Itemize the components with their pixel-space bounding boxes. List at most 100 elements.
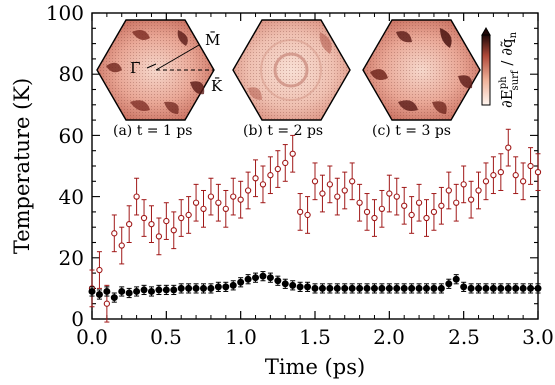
colorbar-scale xyxy=(481,34,491,106)
data-point xyxy=(512,284,520,292)
y-tick-label: 60 xyxy=(59,124,84,148)
data-point xyxy=(504,284,512,292)
data-point xyxy=(125,289,133,297)
data-point xyxy=(244,275,252,283)
data-point xyxy=(148,220,155,228)
data-point xyxy=(222,283,230,291)
data-point xyxy=(200,205,207,212)
data-point xyxy=(252,274,260,282)
gamma-m-line xyxy=(155,44,200,71)
data-point xyxy=(304,211,311,219)
data-point xyxy=(282,159,289,167)
data-point xyxy=(170,227,177,234)
data-point xyxy=(185,211,192,219)
data-point xyxy=(512,172,519,179)
data-point xyxy=(445,187,452,194)
data-point xyxy=(311,284,319,292)
data-point xyxy=(356,199,363,206)
data-point xyxy=(534,284,542,292)
y-tick-labels: 0 20 40 60 80 100 xyxy=(46,1,84,331)
data-point xyxy=(489,284,497,292)
hot-spot xyxy=(106,62,122,73)
data-point xyxy=(267,172,274,179)
data-point xyxy=(497,168,504,176)
data-point xyxy=(467,196,475,203)
data-point xyxy=(200,284,207,292)
x-tick-labels: 0.0 0.5 1.0 1.5 2.0 2.5 3.0 xyxy=(76,325,554,349)
data-point xyxy=(274,277,282,285)
hot-spot xyxy=(458,75,473,89)
data-point xyxy=(281,280,289,288)
y-tick-label: 80 xyxy=(59,62,84,86)
hot-spot xyxy=(177,30,188,46)
data-point xyxy=(371,214,378,222)
data-point xyxy=(430,284,438,292)
data-point xyxy=(437,284,445,292)
label-k: K̄ xyxy=(211,77,223,95)
data-point xyxy=(111,230,118,237)
hot-spot xyxy=(130,100,150,111)
data-point xyxy=(348,284,356,292)
x-tick-label: 2.0 xyxy=(373,325,405,349)
hot-spot xyxy=(132,30,150,40)
hot-spot xyxy=(440,28,452,48)
ring-pattern xyxy=(260,39,322,101)
data-point xyxy=(170,286,178,294)
data-point xyxy=(482,284,490,292)
data-point xyxy=(333,284,341,292)
y-tick-label: 0 xyxy=(71,307,84,331)
data-point xyxy=(126,220,133,228)
data-point xyxy=(88,287,96,295)
data-point xyxy=(453,199,460,206)
data-point xyxy=(237,278,245,286)
data-point xyxy=(155,233,163,240)
data-point xyxy=(519,178,527,185)
data-point xyxy=(326,181,334,188)
data-point xyxy=(230,193,237,200)
data-point xyxy=(296,283,304,291)
data-point xyxy=(289,150,296,157)
label-m: M̄ xyxy=(205,31,220,49)
data-point xyxy=(378,205,386,212)
data-point xyxy=(423,284,430,292)
inset-c-label: (c) t = 3 ps xyxy=(372,123,451,139)
data-point xyxy=(178,214,185,222)
data-point xyxy=(378,284,386,292)
data-point xyxy=(118,242,125,249)
data-point xyxy=(95,291,103,299)
x-tick-label: 1.5 xyxy=(299,325,331,349)
data-point xyxy=(162,286,170,294)
data-point xyxy=(103,287,111,295)
data-point xyxy=(460,181,467,188)
y-tick-label: 20 xyxy=(59,246,84,270)
data-point xyxy=(118,287,126,295)
warm-spot xyxy=(248,87,262,100)
x-tick-label: 1.0 xyxy=(225,325,257,349)
hot-spot xyxy=(432,101,447,114)
data-point xyxy=(296,208,304,216)
data-point xyxy=(386,190,393,197)
data-point xyxy=(527,162,534,170)
data-point xyxy=(519,284,527,292)
data-point xyxy=(163,217,170,225)
hot-spot xyxy=(190,81,205,95)
gamma-pointer xyxy=(146,63,157,69)
data-point xyxy=(534,168,542,176)
data-point xyxy=(185,284,193,292)
data-point xyxy=(155,286,163,294)
hot-spot xyxy=(164,101,179,114)
data-point xyxy=(207,193,215,200)
data-point xyxy=(274,165,281,173)
data-point xyxy=(96,266,103,274)
data-point xyxy=(334,193,341,200)
y-axis-label: Temperature (K) xyxy=(10,78,34,254)
data-point xyxy=(289,281,297,289)
data-point xyxy=(363,208,371,216)
data-point xyxy=(415,199,423,206)
data-point xyxy=(460,283,468,291)
data-point xyxy=(401,202,408,209)
colorbar-label: ∂Ephsurf / ∂q̃n xyxy=(498,31,521,108)
data-point xyxy=(393,193,400,200)
inset-b-label: (b) t = 2 ps xyxy=(243,123,323,139)
